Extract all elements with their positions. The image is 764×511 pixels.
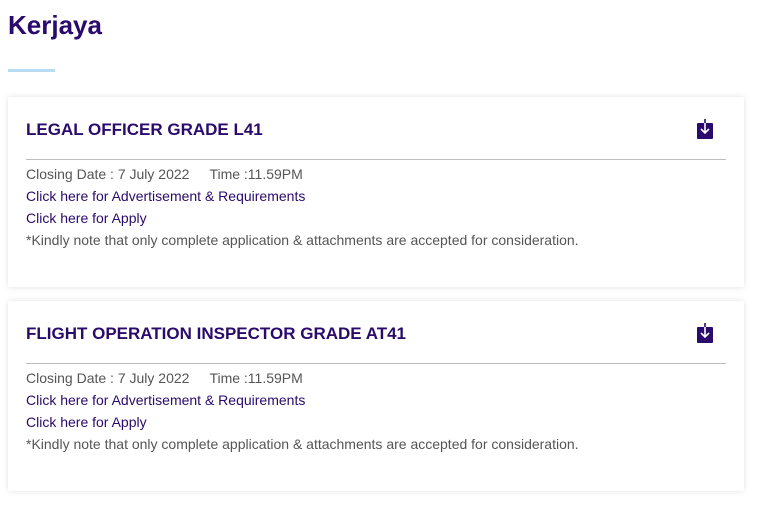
closing-time: Time :11.59PM [209,370,303,386]
closing-time: Time :11.59PM [209,166,303,182]
closing-date: Closing Date : 7 July 2022 [26,166,190,182]
job-card: LEGAL OFFICER GRADE L41 Closing Date : 7… [8,97,744,287]
job-card: FLIGHT OPERATION INSPECTOR GRADE AT41 Cl… [8,301,744,491]
title-underline [8,69,55,72]
divider [26,159,726,160]
page-title: Kerjaya [8,10,102,40]
advertisement-link[interactable]: Click here for Advertisement & Requireme… [26,392,306,408]
apply-link[interactable]: Click here for Apply [26,210,147,226]
note: *Kindly note that only complete applicat… [26,232,579,248]
divider [26,363,726,364]
advertisement-link[interactable]: Click here for Advertisement & Requireme… [26,188,306,204]
download-icon [700,119,710,135]
download-button[interactable] [697,119,713,139]
note: *Kindly note that only complete applicat… [26,436,579,452]
apply-link[interactable]: Click here for Apply [26,414,147,430]
job-title: FLIGHT OPERATION INSPECTOR GRADE AT41 [26,324,407,343]
closing-date: Closing Date : 7 July 2022 [26,370,190,386]
job-title: LEGAL OFFICER GRADE L41 [26,120,263,139]
download-button[interactable] [697,323,713,343]
download-icon [700,323,710,339]
